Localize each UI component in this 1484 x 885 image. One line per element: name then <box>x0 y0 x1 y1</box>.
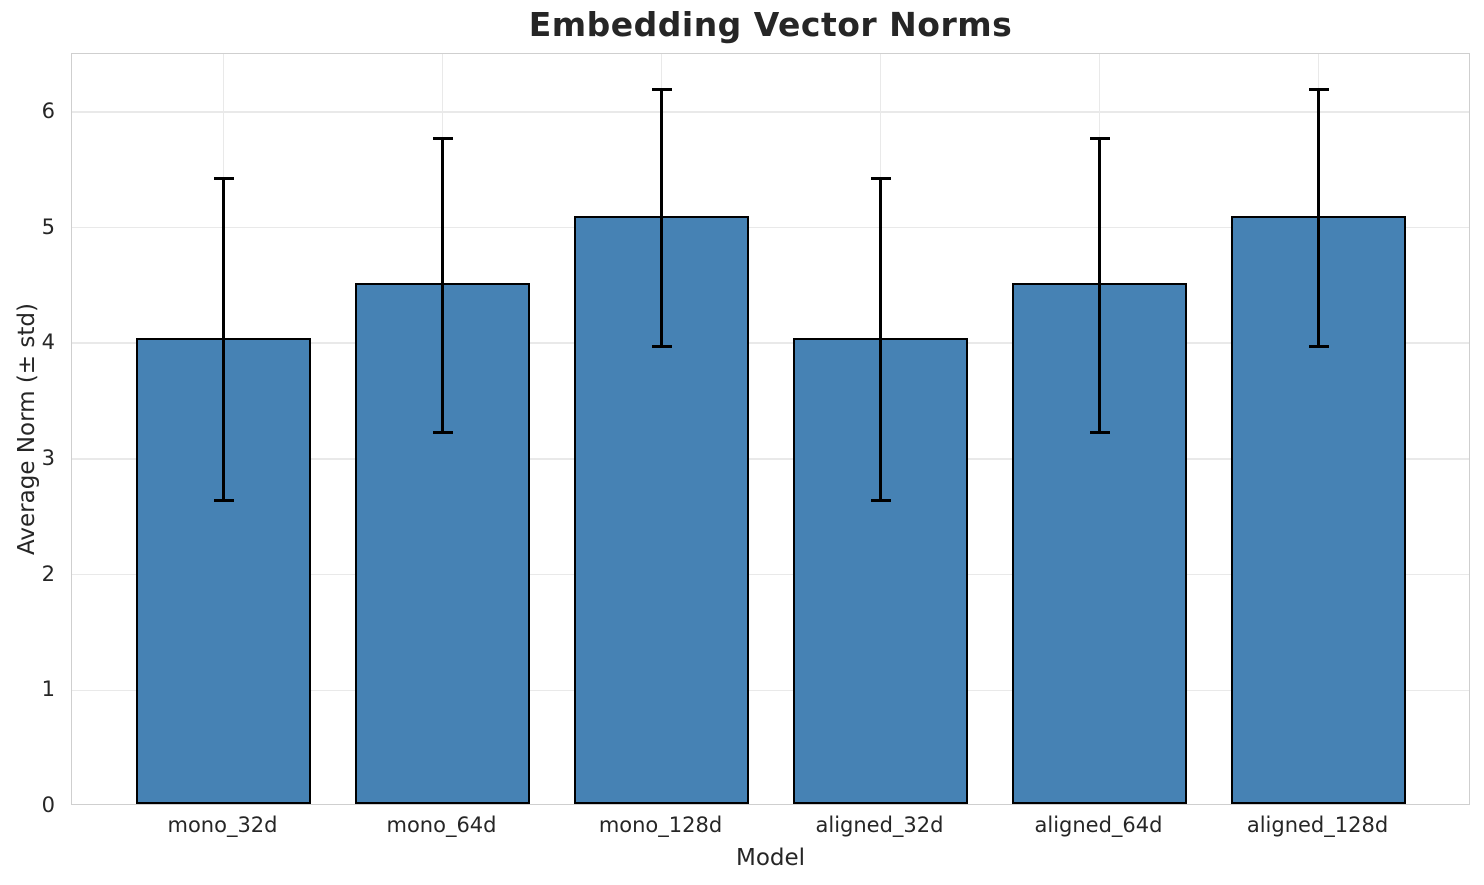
x-tick-label: mono_32d <box>167 813 278 837</box>
error-line <box>879 178 882 501</box>
x-tick-label: mono_64d <box>386 813 497 837</box>
y-gridline <box>72 226 1469 229</box>
x-tick-label: mono_128d <box>598 813 723 837</box>
bar-aligned_32d <box>793 337 968 804</box>
y-gridline <box>72 573 1469 576</box>
y-gridline <box>72 689 1469 692</box>
y-gridline <box>72 342 1469 344</box>
y-gridline <box>72 458 1469 460</box>
error-cap-top <box>651 88 672 92</box>
error-line <box>660 89 663 347</box>
error-cap-bottom <box>651 345 672 349</box>
y-tick-label: 4 <box>41 330 55 355</box>
x-tick-label: aligned_32d <box>815 813 944 837</box>
x-tick-label: aligned_64d <box>1034 813 1163 837</box>
y-tick-label: 3 <box>41 445 55 470</box>
y-tick-label: 2 <box>41 561 55 586</box>
error-cap-top <box>1089 136 1110 140</box>
error-cap-top <box>1308 88 1329 92</box>
plot-area <box>71 53 1470 805</box>
chart-title: Embedding Vector Norms <box>528 5 1013 44</box>
x-tick-label: aligned_128d <box>1246 813 1389 837</box>
error-cap-bottom <box>1089 430 1110 434</box>
error-cap-bottom <box>432 430 453 434</box>
y-tick-label: 1 <box>41 677 55 702</box>
error-line <box>1098 138 1101 433</box>
y-tick-label: 6 <box>41 98 55 123</box>
error-cap-top <box>213 177 234 181</box>
error-cap-bottom <box>1308 345 1329 349</box>
error-line <box>441 138 444 433</box>
error-cap-bottom <box>213 499 234 503</box>
y-tick-label: 5 <box>41 214 55 239</box>
error-cap-top <box>870 177 891 181</box>
y-tick-label: 0 <box>41 793 55 817</box>
error-cap-top <box>432 136 453 140</box>
error-line <box>1317 89 1320 347</box>
error-cap-bottom <box>870 499 891 503</box>
error-line <box>222 178 225 501</box>
y-gridline <box>72 111 1469 113</box>
x-axis-label: Model <box>735 845 806 871</box>
